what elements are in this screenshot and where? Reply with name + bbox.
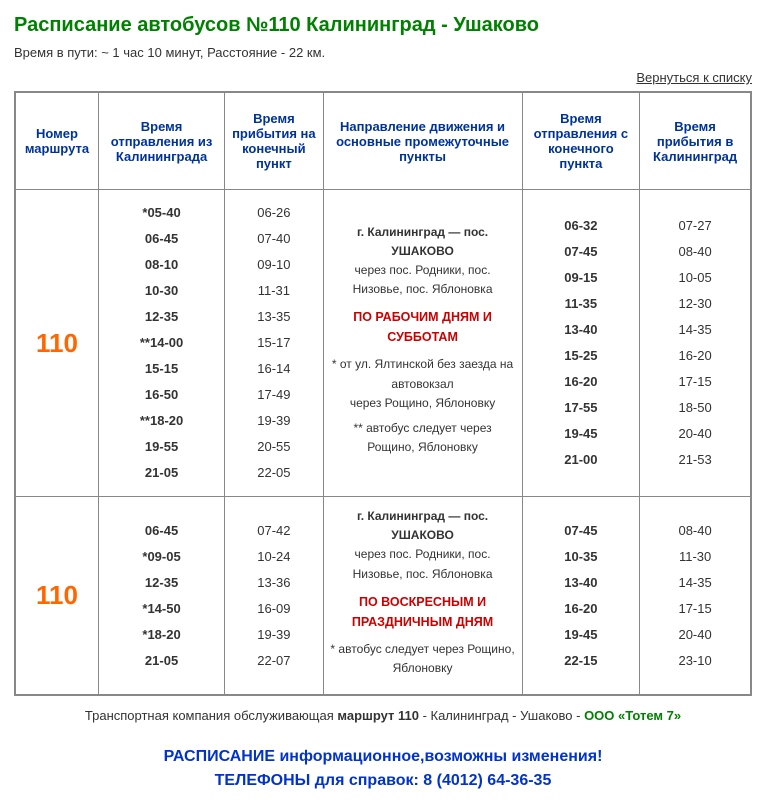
dir-note1: * автобус следует через Рощино, Яблоновк…	[330, 640, 516, 678]
dir-note1: * от ул. Ялтинской без заезда на автовок…	[330, 355, 516, 413]
dep-from-times: 06-45*09-0512-35*14-50*18-2021-05	[98, 497, 224, 696]
th-arr-kal: Время прибытия в Калининград	[640, 92, 751, 190]
route-number: 110	[15, 497, 98, 696]
footer-info-line2: ТЕЛЕФОНЫ для справок: 8 (4012) 64-36-35	[14, 769, 752, 793]
dir-note2: ** автобус следует через Рощино, Яблонов…	[330, 419, 516, 457]
page-title: Расписание автобусов №110 Калининград - …	[14, 14, 752, 37]
back-link-wrap: Вернуться к списку	[14, 70, 752, 85]
th-dep-end: Время отправления с конечного пункта	[522, 92, 640, 190]
dep-end-times: 07-4510-3513-4016-2019-4522-15	[522, 497, 640, 696]
footer-info-line1: РАСПИСАНИЕ информационное,возможны измен…	[14, 745, 752, 769]
direction-cell: г. Калининград — пос. УШАКОВО через пос.…	[323, 497, 522, 696]
dep-from-times: *05-4006-4508-1010-3012-35**14-0015-1516…	[98, 190, 224, 497]
subtitle: Время в пути: ~ 1 час 10 минут, Расстоян…	[14, 45, 752, 60]
table-row: 110 06-45*09-0512-35*14-50*18-2021-05 07…	[15, 497, 751, 696]
dir-route: г. Калининград — пос. УШАКОВО через пос.…	[330, 223, 516, 300]
footer-company: Транспортная компания обслуживающая марш…	[14, 708, 752, 723]
footer-info: РАСПИСАНИЕ информационное,возможны измен…	[14, 745, 752, 793]
arr-end-times: 07-4210-2413-3616-0919-3922-07	[225, 497, 323, 696]
back-link[interactable]: Вернуться к списку	[636, 70, 752, 85]
th-arr-end: Время прибытия на конечный пункт	[225, 92, 323, 190]
th-direction: Направление движения и основные промежут…	[323, 92, 522, 190]
dep-end-times: 06-3207-4509-1511-3513-4015-2516-2017-55…	[522, 190, 640, 497]
th-dep-from: Время отправления из Калининграда	[98, 92, 224, 190]
dir-days: ПО ВОСКРЕСНЫМ И ПРАЗДНИЧНЫМ ДНЯМ	[330, 592, 516, 632]
schedule-table: Номер маршрута Время отправления из Кали…	[14, 91, 752, 696]
dir-route-bold: г. Калининград — пос. УШАКОВО	[357, 509, 488, 542]
footer-company-mid: - Калининград - Ушаково -	[419, 708, 584, 723]
dir-route: г. Калининград — пос. УШАКОВО через пос.…	[330, 507, 516, 584]
dir-route-bold: г. Калининград — пос. УШАКОВО	[357, 225, 488, 258]
direction-cell: г. Калининград — пос. УШАКОВО через пос.…	[323, 190, 522, 497]
footer-company-bold: маршрут 110	[337, 708, 419, 723]
table-row: 110 *05-4006-4508-1010-3012-35**14-0015-…	[15, 190, 751, 497]
footer-company-name: ООО «Тотем 7»	[584, 708, 681, 723]
dir-route-via: через пос. Родники, пос. Низовье, пос. Я…	[353, 263, 493, 296]
arr-end-times: 06-2607-4009-1011-3113-3515-1716-1417-49…	[225, 190, 323, 497]
th-route: Номер маршрута	[15, 92, 98, 190]
dir-route-via: через пос. Родники, пос. Низовье, пос. Я…	[353, 547, 493, 580]
route-number: 110	[15, 190, 98, 497]
dir-days: ПО РАБОЧИМ ДНЯМ И СУББОТАМ	[330, 307, 516, 347]
arr-kal-times: 08-4011-3014-3517-1520-4023-10	[640, 497, 751, 696]
footer-company-pre: Транспортная компания обслуживающая	[85, 708, 337, 723]
arr-kal-times: 07-2708-4010-0512-3014-3516-2017-1518-50…	[640, 190, 751, 497]
